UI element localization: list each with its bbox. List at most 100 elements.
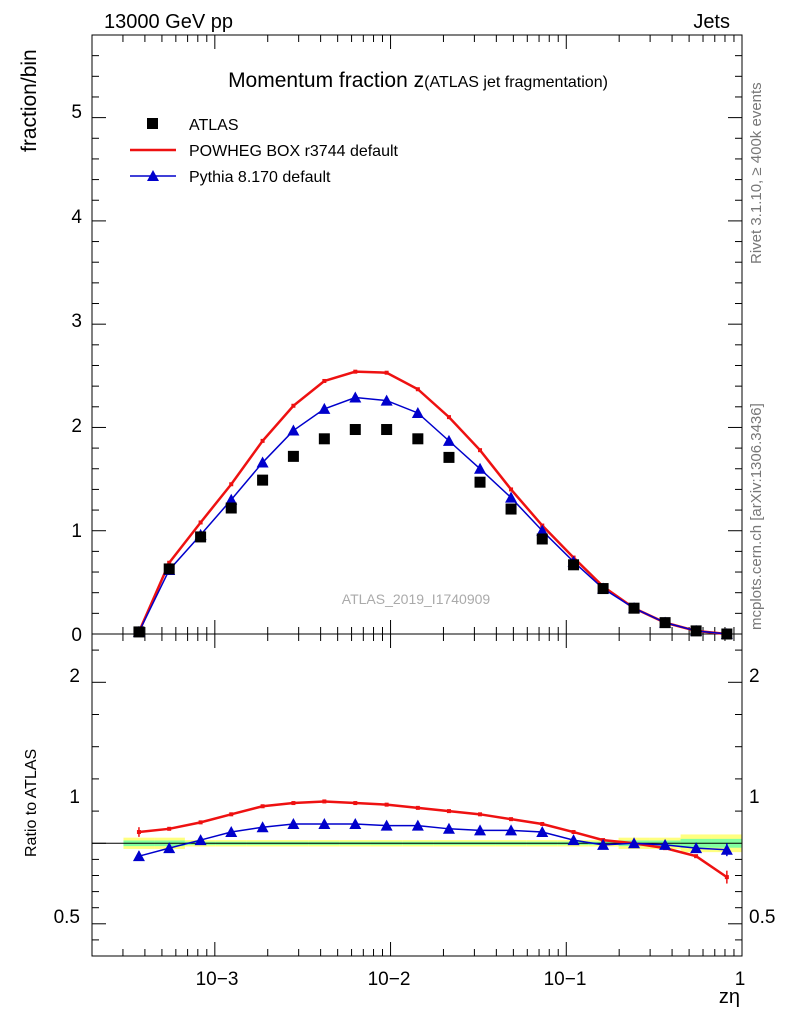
ratio-tick-label-0.5: 0.5 bbox=[54, 907, 80, 928]
pythia-point bbox=[225, 493, 238, 505]
y-tick-label-4: 4 bbox=[71, 207, 82, 228]
pythia-ratio-point bbox=[442, 822, 455, 834]
pythia-ratio-line bbox=[138, 823, 727, 857]
atlas-point bbox=[133, 626, 145, 638]
legend-pythia-label: Pythia 8.170 default bbox=[189, 169, 331, 186]
atlas-point bbox=[568, 559, 580, 571]
powheg-ratio-point bbox=[478, 812, 483, 817]
ratio-tick-label-1: 1 bbox=[69, 787, 80, 808]
pythia-point bbox=[318, 402, 331, 414]
x-tick-label-1e-3: 10−3 bbox=[196, 969, 239, 990]
legend-atlas-label: ATLAS bbox=[189, 117, 239, 134]
x-tick-label-1e-3-text: 10−3 bbox=[196, 969, 239, 990]
legend: ATLAS POWHEG BOX r3744 default Pythia 8.… bbox=[130, 117, 399, 186]
y-tick-label-2: 2 bbox=[71, 416, 82, 437]
powheg-point bbox=[291, 403, 296, 408]
legend-atlas-marker bbox=[147, 118, 158, 129]
chart-title-main: Momentum fraction z bbox=[228, 69, 424, 92]
pythia-point bbox=[474, 462, 487, 474]
chart-title: Momentum fraction z(ATLAS jet fragmentat… bbox=[228, 69, 608, 92]
pythia-ratio-point bbox=[132, 850, 145, 862]
powheg-ratio-point bbox=[322, 799, 327, 804]
axis-ticks bbox=[91, 34, 743, 956]
pythia-point bbox=[505, 491, 518, 503]
atlas-point bbox=[163, 563, 175, 575]
powheg-ratio-point bbox=[540, 821, 545, 826]
legend-powheg-label: POWHEG BOX r3744 default bbox=[189, 143, 399, 160]
pythia-ratio-point bbox=[597, 838, 610, 850]
y-tick-label-5: 5 bbox=[71, 102, 82, 123]
pythia-ratio-point bbox=[163, 842, 176, 854]
powheg-point bbox=[384, 370, 389, 375]
x-tick-label-1e-2: 10−2 bbox=[368, 969, 411, 990]
pythia-ratio-point bbox=[380, 819, 393, 831]
ratio-tick-label-1-right: 1 bbox=[749, 787, 760, 808]
pythia-ratio-point bbox=[690, 842, 703, 854]
powheg-ratio-point bbox=[415, 805, 420, 810]
y-tick-label-3: 3 bbox=[71, 311, 82, 332]
legend-pythia-marker bbox=[147, 170, 159, 181]
atlas-point bbox=[381, 424, 393, 436]
pythia-ratio-point bbox=[349, 817, 362, 829]
pythia-ratio-point bbox=[256, 821, 269, 833]
x-tick-label-1e-2-text: 10−2 bbox=[368, 969, 411, 990]
pythia-point bbox=[287, 424, 300, 436]
powheg-ratio-point bbox=[384, 802, 389, 807]
powheg-ratio-point bbox=[167, 826, 172, 831]
atlas-point bbox=[721, 628, 733, 640]
pythia-ratio-point bbox=[628, 837, 641, 849]
pythia-ratio-point bbox=[659, 838, 672, 850]
powheg-ratio-point bbox=[229, 812, 234, 817]
ratio-tick-label-2: 2 bbox=[69, 666, 80, 687]
pythia-ratio-point bbox=[720, 843, 733, 855]
ratio-tick-label-0.5-right: 0.5 bbox=[749, 907, 775, 928]
x-tick-label-1e-1: 10−1 bbox=[544, 969, 587, 990]
powheg-point bbox=[353, 369, 358, 374]
y-axis-title: fraction/bin bbox=[18, 49, 41, 152]
atlas-point bbox=[412, 433, 424, 445]
atlas-point bbox=[628, 602, 640, 614]
rivet-label: Rivet 3.1.10, ≥ 400k events bbox=[748, 82, 765, 264]
atlas-point bbox=[287, 450, 299, 462]
powheg-ratio-point bbox=[198, 820, 203, 825]
pythia-point bbox=[411, 406, 424, 418]
x-tick-label-1: 1 bbox=[735, 969, 746, 990]
powheg-point bbox=[415, 387, 420, 392]
pythia-point bbox=[380, 394, 393, 406]
powheg-ratio-point bbox=[509, 817, 514, 822]
y-tick-label-0: 0 bbox=[71, 625, 82, 646]
pythia-ratio-point bbox=[318, 817, 331, 829]
x-axis-title: zη bbox=[719, 986, 740, 1008]
header-category: Jets bbox=[693, 11, 730, 33]
powheg-point bbox=[167, 560, 172, 565]
y-tick-label-1: 1 bbox=[71, 521, 82, 542]
powheg-ratio-point bbox=[446, 809, 451, 814]
pythia-ratio-point bbox=[536, 826, 549, 838]
powheg-ratio-point bbox=[260, 804, 265, 809]
pythia-ratio-point bbox=[411, 819, 424, 831]
powheg-ratio-point bbox=[571, 830, 576, 835]
powheg-ratio-point bbox=[291, 801, 296, 806]
ratio-tick-label-2-right: 2 bbox=[749, 666, 760, 687]
pythia-ratio-point bbox=[505, 824, 518, 836]
atlas-point bbox=[659, 617, 671, 629]
main-series bbox=[132, 369, 733, 640]
atlas-point bbox=[505, 503, 517, 515]
pythia-point bbox=[349, 391, 362, 403]
x-tick-label-1e-1-text: 10−1 bbox=[544, 969, 587, 990]
atlas-point bbox=[318, 433, 330, 445]
pythia-point bbox=[536, 524, 549, 536]
powheg-point bbox=[260, 438, 265, 443]
ratio-plot-frame bbox=[91, 633, 743, 957]
powheg-ratio-point bbox=[353, 801, 358, 806]
chart-title-sub: (ATLAS jet fragmentation) bbox=[424, 74, 608, 91]
pythia-point bbox=[256, 456, 269, 468]
powheg-point bbox=[322, 378, 327, 383]
atlas-point bbox=[597, 583, 609, 595]
ratio-y-axis-title: Ratio to ATLAS bbox=[23, 749, 40, 857]
pythia-ratio-point bbox=[194, 834, 207, 846]
pythia-point bbox=[442, 434, 455, 446]
atlas-point bbox=[690, 625, 702, 637]
powheg-point bbox=[446, 415, 451, 420]
